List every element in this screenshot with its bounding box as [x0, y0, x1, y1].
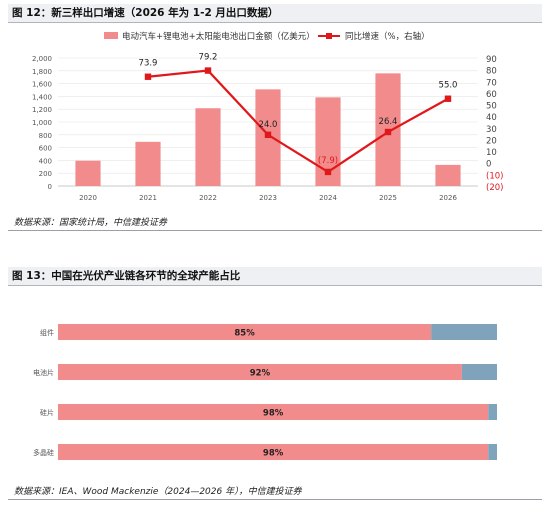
- figure-12-source: 数据来源：国家统计局，中信建投证券: [14, 218, 168, 228]
- right-tick-label: 0: [486, 160, 491, 170]
- growth-data-label: (7.9): [318, 156, 338, 166]
- share-data-label: 92%: [250, 369, 271, 379]
- figure-12-bottom-rule: [8, 230, 542, 231]
- export-bar: [435, 164, 461, 186]
- export-value-bars: [75, 73, 461, 186]
- x-axis-tick-labels: 2020 2021 2022 2023 2024 2025 2026: [79, 194, 457, 202]
- growth-point: [264, 131, 272, 138]
- left-tick-label: 200: [39, 170, 52, 178]
- share-data-label: 85%: [234, 329, 255, 339]
- legend-label-bars: 电动汽车+锂电池+太阳能电池出口金额（亿美元）: [122, 31, 315, 42]
- right-tick-label: 50: [486, 102, 497, 112]
- growth-data-label: 79.2: [199, 53, 218, 63]
- right-tick-label: 70: [486, 78, 497, 88]
- right-tick-label: 10: [486, 148, 497, 158]
- x-tick-label: 2020: [79, 194, 97, 202]
- other-share-bar: [431, 324, 497, 340]
- x-tick-label: 2024: [319, 194, 337, 202]
- left-tick-label: 600: [39, 145, 52, 153]
- x-tick-label: 2025: [379, 194, 397, 202]
- export-bar: [75, 160, 101, 186]
- figure-13-bottom-rule: [8, 499, 542, 500]
- china-share-bar: [58, 324, 432, 340]
- growth-line-path: [147, 69, 449, 174]
- left-tick-label: 400: [39, 157, 52, 165]
- right-tick-label: 60: [486, 90, 497, 100]
- pv-capacity-share-chart: 组件 85% 电池片 92% 硅片 98% 多晶硅 98%: [33, 324, 497, 460]
- left-tick-label: 1,200: [32, 106, 52, 114]
- legend-swatch-line-marker: [326, 33, 332, 39]
- right-tick-label: 90: [486, 55, 497, 65]
- growth-point: [444, 95, 452, 102]
- left-tick-label: 800: [39, 132, 52, 140]
- export-bar: [135, 141, 161, 186]
- right-tick-label: 20: [486, 136, 497, 146]
- right-tick-label: (10): [486, 171, 503, 181]
- left-tick-label: 2,000: [32, 55, 52, 63]
- export-bar: [195, 108, 221, 186]
- growth-data-label: 26.4: [379, 117, 398, 127]
- right-tick-label: (20): [486, 183, 503, 193]
- right-tick-label: 80: [486, 67, 497, 77]
- other-share-bar: [461, 364, 497, 380]
- growth-point: [144, 73, 152, 80]
- right-tick-label: 40: [486, 113, 497, 123]
- category-label: 多晶硅: [33, 448, 54, 457]
- right-tick-label: 30: [486, 125, 497, 135]
- x-tick-label: 2021: [139, 194, 157, 202]
- left-tick-label: 1,800: [32, 68, 52, 76]
- legend-swatch-bars: [104, 32, 118, 39]
- china-share-bar: [58, 404, 489, 420]
- china-share-bar: [58, 444, 489, 460]
- capacity-share-bars: 组件 85% 电池片 92% 硅片 98% 多晶硅 98%: [33, 324, 497, 460]
- growth-data-label: 73.9: [139, 59, 158, 69]
- growth-point: [204, 67, 212, 74]
- left-axis-tick-labels: 0 200 400 600 800 1,000 1,200 1,400 1,600 1,800 2,…: [32, 55, 52, 191]
- china-share-bar: [58, 364, 462, 380]
- left-tick-label: 0: [48, 183, 52, 191]
- growth-point: [384, 128, 392, 136]
- growth-point: [324, 168, 332, 176]
- left-tick-label: 1,000: [32, 119, 52, 127]
- growth-rate-line: 73.9 79.2 24.0 (7.9) 26.4 55.0: [139, 53, 458, 176]
- chart-legend: 电动汽车+锂电池+太阳能电池出口金额（亿美元） 同比增速（%，右轴）: [104, 31, 430, 42]
- x-tick-label: 2022: [199, 194, 217, 202]
- figure-13-source: 数据来源：IEA、Wood Mackenzie（2024—2026 年），中信建…: [14, 487, 302, 497]
- other-share-bar: [488, 404, 497, 420]
- other-share-bar: [488, 444, 497, 460]
- growth-data-label: 24.0: [259, 120, 278, 130]
- left-tick-label: 1,400: [32, 93, 52, 101]
- category-label: 组件: [40, 328, 54, 337]
- figure-13-title: 图 13：中国在光伏产业链各环节的全球产能占比: [8, 267, 542, 286]
- x-tick-label: 2023: [259, 194, 277, 202]
- left-tick-label: 1,600: [32, 81, 52, 89]
- growth-data-label: 55.0: [439, 81, 458, 91]
- share-data-label: 98%: [263, 449, 284, 459]
- category-label: 电池片: [33, 368, 54, 377]
- legend-label-line: 同比增速（%，右轴）: [345, 31, 430, 42]
- x-tick-label: 2026: [439, 194, 457, 202]
- figure-12-title: 图 12：新三样出口增速（2026 年为 1-2 月出口数据）: [8, 4, 542, 23]
- export-growth-chart: 73.979.224.0(7.9)26.455.0 02004006008001…: [32, 31, 504, 202]
- share-data-label: 98%: [263, 409, 284, 419]
- category-label: 硅片: [40, 408, 54, 417]
